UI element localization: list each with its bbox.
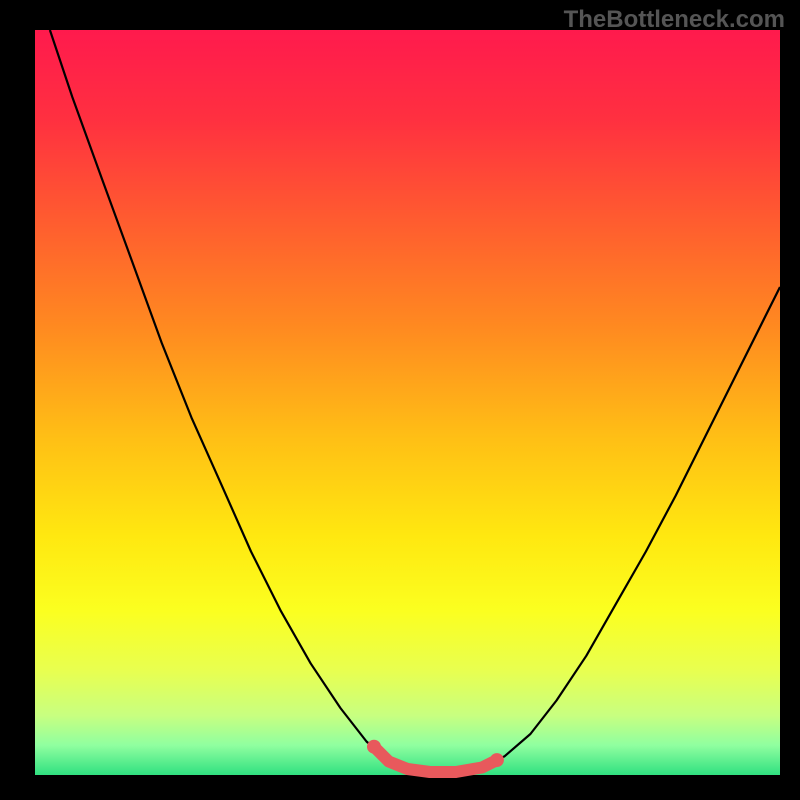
optimal-zone-endpoint-dot [367, 740, 381, 754]
bottleneck-curve-chart [0, 0, 800, 800]
optimal-zone-endpoint-dot [490, 753, 504, 767]
optimal-zone-highlight [374, 747, 497, 772]
watermark-text: TheBottleneck.com [564, 6, 785, 34]
bottleneck-curve [50, 30, 780, 772]
